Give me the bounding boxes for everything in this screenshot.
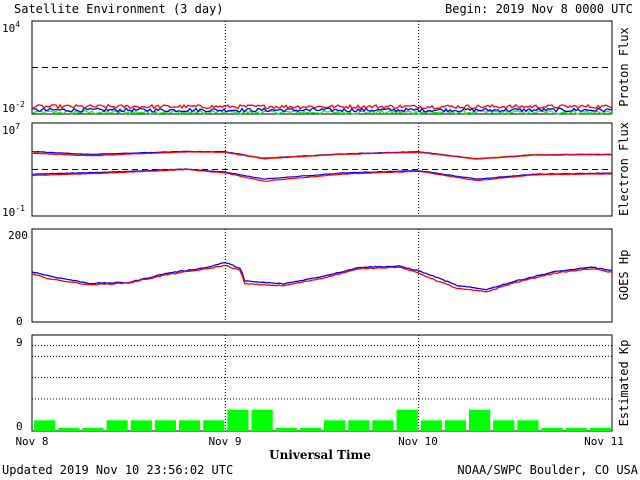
electron-y-tick-bottom: 10-1 <box>2 204 25 219</box>
electron-flux-label: Electron Flux <box>617 122 631 216</box>
goes-hp-label: GOES Hp <box>617 250 631 301</box>
kp-bar <box>348 420 370 431</box>
goes-y-tick-top: 200 <box>8 229 28 242</box>
electron-y-tick-top: 107 <box>2 122 20 137</box>
kp-y-tick-top: 9 <box>16 336 23 349</box>
figure-title: Satellite Environment (3 day) <box>14 2 224 16</box>
begin-time: Begin: 2019 Nov 8 0000 UTC <box>445 2 633 16</box>
x-tick-nov11: Nov 11 <box>584 435 624 448</box>
goes-series-red <box>31 264 613 293</box>
kp-bar <box>565 427 587 431</box>
kp-bar <box>203 420 225 431</box>
updated-timestamp: Updated 2019 Nov 10 23:56:02 UTC <box>2 463 233 477</box>
proton-flux-label: Proton Flux <box>617 27 631 106</box>
kp-bar <box>324 420 346 431</box>
kp-bar <box>275 427 297 431</box>
electron-series-4-red <box>31 168 613 182</box>
kp-frame <box>31 334 613 432</box>
proton-series-red <box>31 103 613 110</box>
proton-series-blue <box>31 107 613 113</box>
kp-bar <box>420 420 442 431</box>
day-separators <box>224 21 420 431</box>
kp-bar <box>396 409 418 431</box>
kp-bar <box>493 420 515 431</box>
goes-series-blue <box>31 262 613 291</box>
kp-bar <box>444 420 466 431</box>
electron-series-3-blue <box>32 168 613 180</box>
kp-bar <box>299 427 321 431</box>
kp-bar <box>372 420 394 431</box>
kp-bar <box>469 409 491 431</box>
kp-bar <box>154 420 176 431</box>
kp-bar <box>541 427 563 431</box>
goes-hp-frame <box>31 228 613 323</box>
kp-bar <box>517 420 539 431</box>
credit-text: NOAA/SWPC Boulder, CO USA <box>457 463 638 477</box>
electron-flux-panel: 107 10-1 Electron Flux <box>2 122 631 219</box>
proton-y-tick-bottom: 10-2 <box>2 100 25 115</box>
x-tick-nov8: Nov 8 <box>15 435 48 448</box>
electron-series-2-red <box>32 151 613 160</box>
x-axis-label: Universal Time <box>269 448 371 462</box>
kp-y-tick-bottom: 0 <box>16 420 23 433</box>
proton-y-tick-top: 104 <box>2 20 20 35</box>
kp-bar <box>58 427 80 431</box>
proton-series-green <box>31 109 613 116</box>
kp-bar <box>82 427 104 431</box>
kp-bar <box>130 420 152 431</box>
x-tick-nov10: Nov 10 <box>398 435 438 448</box>
kp-bar <box>179 420 201 431</box>
kp-bar <box>251 409 273 431</box>
x-tick-nov9: Nov 9 <box>208 435 241 448</box>
goes-y-tick-bottom: 0 <box>16 315 23 328</box>
proton-flux-panel: 104 10-2 Proton Flux <box>2 20 631 116</box>
kp-label: Estimated Kp <box>617 340 631 427</box>
kp-bar <box>34 420 56 431</box>
kp-panel: 9 0 Estimated Kp <box>16 334 631 433</box>
goes-hp-panel: 200 0 GOES Hp <box>8 228 631 328</box>
kp-bar <box>589 427 611 431</box>
kp-bar <box>106 420 128 431</box>
kp-bar <box>227 409 249 431</box>
